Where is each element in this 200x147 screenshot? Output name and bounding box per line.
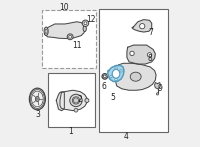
Circle shape [82,20,89,26]
Ellipse shape [70,94,82,107]
Circle shape [147,53,152,57]
Circle shape [115,78,117,81]
Circle shape [130,51,134,56]
Ellipse shape [85,98,89,102]
Ellipse shape [112,69,120,78]
Ellipse shape [130,72,141,81]
Ellipse shape [72,97,80,104]
Text: 9: 9 [157,83,162,93]
Text: 1: 1 [68,127,73,136]
Circle shape [115,67,117,69]
Circle shape [156,93,159,95]
Ellipse shape [45,29,47,34]
Text: 6: 6 [101,82,106,91]
Circle shape [74,108,78,112]
Circle shape [110,76,112,78]
Circle shape [140,24,145,29]
Text: 8: 8 [147,54,152,64]
Circle shape [120,70,122,72]
Circle shape [67,34,73,40]
Ellipse shape [37,98,38,100]
Polygon shape [108,66,124,81]
FancyBboxPatch shape [48,73,95,127]
FancyBboxPatch shape [42,10,96,68]
Circle shape [84,22,87,25]
Polygon shape [132,20,152,32]
Circle shape [73,98,79,103]
Polygon shape [127,45,155,64]
Text: 10: 10 [60,3,69,12]
Polygon shape [155,82,160,89]
Text: 4: 4 [124,132,129,141]
Polygon shape [45,22,85,39]
Ellipse shape [36,97,39,101]
FancyBboxPatch shape [99,9,168,132]
Circle shape [69,35,72,38]
Polygon shape [115,63,156,90]
Text: 12: 12 [87,15,96,24]
Text: 5: 5 [110,93,115,102]
Ellipse shape [102,74,108,79]
Polygon shape [56,92,64,111]
Ellipse shape [103,75,106,78]
Text: 2: 2 [78,95,83,104]
Text: 3: 3 [35,111,40,120]
Polygon shape [60,90,87,111]
Ellipse shape [44,27,48,35]
Text: 11: 11 [72,41,81,50]
Text: 7: 7 [149,28,153,37]
Ellipse shape [83,26,86,32]
